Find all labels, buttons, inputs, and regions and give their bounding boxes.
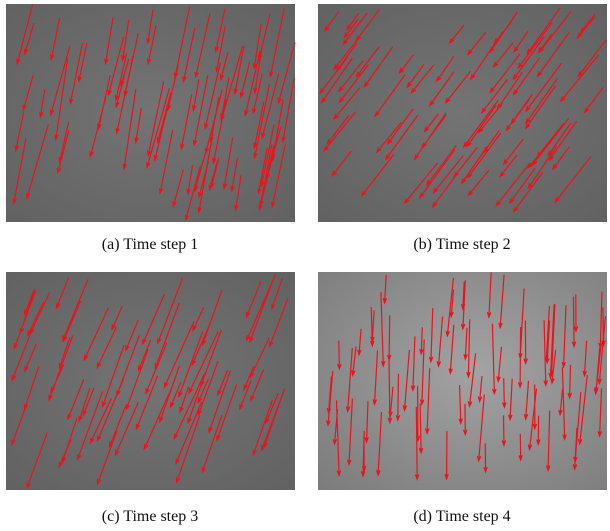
flow-arrows [326,272,607,481]
caption: (c) Time step 3 [102,508,198,525]
panel-image-b [318,4,607,222]
caption: (d) Time step 4 [413,508,510,525]
flow-arrows [11,273,289,490]
flow-arrows [12,4,296,222]
panel-image-a [6,4,295,222]
caption: (b) Time step 2 [413,236,510,253]
caption: (a) Time step 1 [102,236,198,253]
flow-arrows [319,7,607,213]
